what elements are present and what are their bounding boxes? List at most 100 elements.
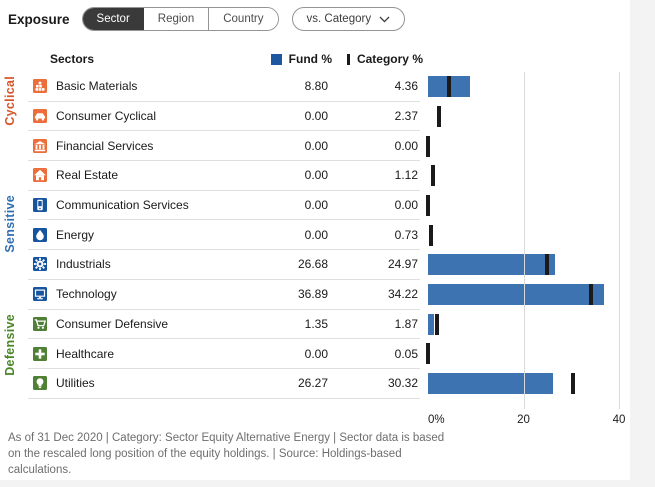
fund-bar [428, 373, 554, 395]
view-segmented-control: Sector Region Country [81, 7, 279, 31]
fund-percent-value: 0.00 [304, 227, 328, 242]
category-percent-value: 0.00 [394, 198, 418, 213]
table-row: Industrials 26.68 24.97 [28, 250, 630, 280]
healthcare-icon [33, 346, 47, 361]
row-bar-chart [420, 191, 630, 221]
sector-name: Basic Materials [56, 79, 138, 94]
consumer-defensive-icon [33, 316, 47, 331]
category-percent-value: 34.22 [387, 287, 418, 302]
fund-percent-value: 0.00 [304, 346, 328, 361]
fund-percent-value: 26.27 [297, 376, 328, 391]
consumer-cyclical-icon [33, 109, 47, 124]
basic-materials-icon [33, 79, 47, 94]
table-row: Basic Materials 8.80 4.36 [28, 72, 630, 102]
sector-name: Consumer Defensive [56, 316, 169, 331]
table-row: Consumer Cyclical 0.00 2.37 [28, 102, 630, 132]
fund-percent-value: 0.00 [304, 198, 328, 213]
category-tick [589, 284, 594, 306]
panel-title: Exposure [8, 11, 70, 27]
row-bar-chart [420, 280, 630, 310]
category-legend-tick-icon [346, 53, 350, 65]
category-percent-value: 24.97 [387, 257, 418, 272]
sector-group-cyclical: Cyclical Basic Materials 8.80 4.36 Consumer … [0, 72, 630, 191]
fund-bar [428, 254, 556, 276]
category-tick [446, 76, 451, 98]
table-row: Real Estate 0.00 1.12 [28, 161, 630, 191]
communication-services-icon [33, 198, 47, 213]
technology-icon [33, 287, 47, 302]
row-bar-chart [420, 250, 630, 280]
category-tick [431, 165, 436, 187]
sector-name: Industrials [56, 257, 111, 272]
sector-name: Healthcare [56, 346, 115, 361]
category-tick [570, 373, 575, 395]
tab-country[interactable]: Country [208, 8, 278, 30]
row-bar-chart [420, 131, 630, 161]
column-header-sectors: Sectors [50, 52, 95, 66]
chart-gridline [524, 72, 525, 409]
category-percent-value: 30.32 [387, 376, 418, 391]
fund-legend-swatch-icon [270, 53, 282, 65]
industrials-icon [33, 257, 47, 272]
column-header-fund-label: Fund % [288, 52, 332, 66]
sector-table: Cyclical Basic Materials 8.80 4.36 Consumer … [0, 72, 630, 399]
table-row: Healthcare 0.00 0.05 [28, 339, 630, 369]
financial-services-icon [33, 138, 47, 153]
axis-tick-label: 20 [517, 414, 530, 426]
sector-name: Financial Services [56, 138, 154, 153]
category-percent-value: 1.12 [394, 168, 418, 183]
sector-name: Utilities [56, 376, 95, 391]
axis-tick-label: 40 [612, 414, 626, 426]
group-label-sensitive: Sensitive [3, 194, 17, 253]
column-header-fund: Fund % [270, 52, 332, 66]
row-bar-chart [420, 161, 630, 191]
category-tick [429, 224, 434, 246]
row-bar-chart [420, 72, 630, 102]
utilities-icon [33, 376, 47, 391]
fund-percent-value: 8.80 [304, 79, 328, 94]
sector-group-sensitive: Sensitive Communication Services 0.00 0.00 E… [0, 191, 630, 310]
category-tick [426, 343, 431, 365]
fund-percent-value: 0.00 [304, 138, 328, 153]
table-row: Consumer Defensive 1.35 1.87 [28, 310, 630, 340]
category-percent-value: 0.00 [394, 138, 418, 153]
tab-region[interactable]: Region [143, 8, 209, 30]
column-header-category: Category % [346, 52, 423, 66]
sector-name: Technology [56, 287, 117, 302]
comparison-dropdown[interactable]: vs. Category [291, 7, 406, 31]
row-bar-chart [420, 369, 630, 399]
comparison-dropdown-label: vs. Category [306, 13, 372, 25]
group-label-cyclical: Cyclical [3, 76, 17, 126]
table-column-header: Sectors Fund % Category % [0, 50, 630, 68]
category-tick [545, 254, 550, 276]
fund-bar [428, 313, 435, 335]
footnote: As of 31 Dec 2020 | Category: Sector Equ… [8, 432, 445, 476]
real-estate-icon [33, 168, 47, 183]
table-row: Technology 36.89 34.22 [28, 280, 630, 310]
table-row: Energy 0.00 0.73 [28, 220, 630, 251]
category-percent-value: 2.37 [394, 109, 418, 124]
row-bar-chart [420, 339, 630, 369]
table-row: Financial Services 0.00 0.00 [28, 131, 630, 162]
table-row: Communication Services 0.00 0.00 [28, 191, 630, 221]
tab-sector[interactable]: Sector [82, 8, 144, 30]
sector-name: Real Estate [56, 168, 119, 183]
column-header-category-label: Category % [356, 52, 423, 66]
category-tick [426, 135, 430, 157]
sector-name: Consumer Cyclical [56, 109, 157, 124]
fund-percent-value: 0.00 [304, 168, 328, 183]
category-tick [434, 313, 439, 335]
fund-percent-value: 1.35 [304, 316, 328, 331]
fund-percent-value: 26.68 [297, 257, 328, 272]
energy-icon [33, 227, 47, 242]
table-row: Utilities 26.27 30.32 [28, 369, 630, 399]
category-tick [426, 195, 430, 217]
row-bar-chart [420, 102, 630, 132]
category-percent-value: 4.36 [394, 79, 418, 94]
sector-name: Communication Services [56, 198, 189, 213]
category-percent-value: 0.73 [394, 227, 418, 242]
fund-percent-value: 36.89 [297, 287, 328, 302]
category-tick [437, 105, 442, 127]
exposure-panel: Exposure Sector Region Country vs. Categor… [0, 0, 630, 480]
axis-tick-label: 0% [428, 414, 445, 426]
